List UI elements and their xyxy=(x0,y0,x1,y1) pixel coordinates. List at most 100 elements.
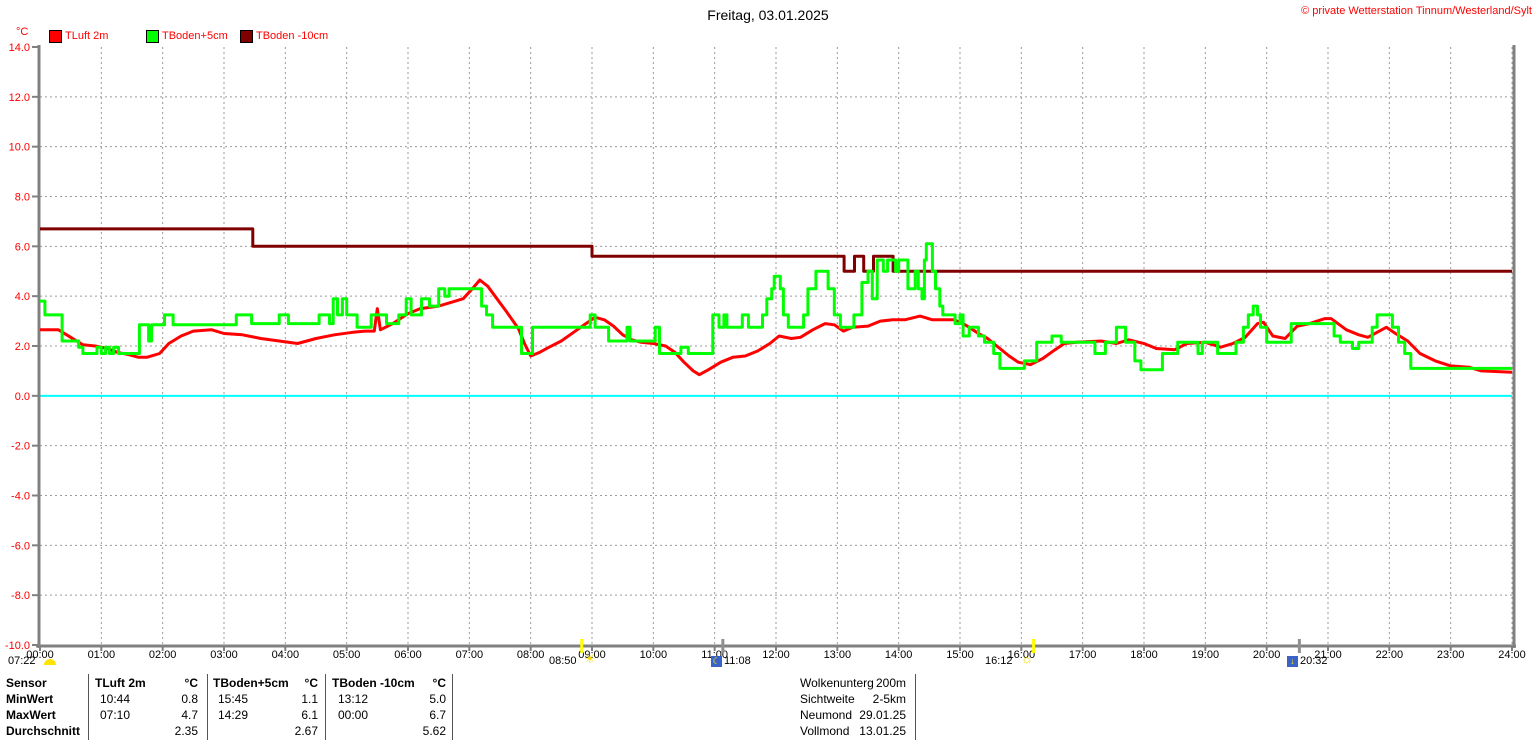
x-tick-label: 21:00 xyxy=(1314,649,1342,661)
x-tick-label: 24:00 xyxy=(1498,649,1526,661)
x-tick-label: 08:00 xyxy=(517,649,545,661)
x-tick-label: 02:00 xyxy=(149,649,177,661)
row-label-sensor: Sensor xyxy=(6,676,47,690)
row-label-minwert: MinWert xyxy=(6,692,54,706)
info-label-wolkenunterg: Wolkenunterg xyxy=(800,676,874,690)
tboden5-min: 1.1 xyxy=(301,692,318,706)
y-tick-label: -8.0 xyxy=(11,590,30,602)
page-title: Freitag, 03.01.2025 xyxy=(707,7,829,23)
tboden5-max-time: 14:29 xyxy=(218,708,249,722)
col-unit-tboden10: °C xyxy=(432,676,446,690)
y-tick-label: 2.0 xyxy=(15,341,30,353)
x-tick-label: 23:00 xyxy=(1437,649,1465,661)
y-tick-label: 8.0 xyxy=(15,192,30,204)
dawn-icon xyxy=(44,659,56,665)
table-separator xyxy=(325,674,326,740)
y-axis-unit: °C xyxy=(16,26,29,38)
series-tboden-5cm xyxy=(40,242,1512,372)
tluft-min: 0.8 xyxy=(181,692,198,706)
moonrise-time: 11:08 xyxy=(724,655,751,667)
col-unit-tboden5: °C xyxy=(304,676,318,690)
moonrise-icon: ☾ xyxy=(711,656,722,667)
x-tick-label: 22:00 xyxy=(1376,649,1404,661)
tboden5-min-time: 15:45 xyxy=(218,692,249,706)
tluft-avg: 2.35 xyxy=(174,724,198,738)
y-tick-label: 12.0 xyxy=(9,92,30,104)
x-tick-label: 19:00 xyxy=(1192,649,1220,661)
tluft-min-time: 10:44 xyxy=(100,692,131,706)
info-label-vollmond: Vollmond xyxy=(800,724,850,738)
dawn-time: 07:22 xyxy=(8,655,36,667)
tboden10-max: 6.7 xyxy=(429,708,446,722)
x-tick-label: 01:00 xyxy=(88,649,116,661)
col-unit-tluft: °C xyxy=(184,676,198,690)
tboden5-avg: 2.67 xyxy=(294,724,318,738)
x-tick-label: 18:00 xyxy=(1130,649,1158,661)
sunset-sun-icon: ☼ xyxy=(1021,651,1033,666)
moonset-icon: ↓ xyxy=(1287,656,1298,667)
table-separator xyxy=(88,674,89,740)
x-tick-label: 05:00 xyxy=(333,649,361,661)
tboden10-min: 5.0 xyxy=(429,692,446,706)
tboden5-max: 6.1 xyxy=(301,708,318,722)
y-tick-label: -4.0 xyxy=(11,491,30,503)
x-tick-label: 13:00 xyxy=(824,649,852,661)
x-tick-label: 12:00 xyxy=(762,649,790,661)
info-label-sichtweite: Sichtweite xyxy=(800,692,855,706)
sunrise-sun-icon: ☀ xyxy=(584,651,596,666)
y-tick-label: 0.0 xyxy=(15,391,30,403)
x-tick-label: 03:00 xyxy=(210,649,238,661)
x-tick-label: 09:00 xyxy=(578,649,606,661)
tboden10-avg: 5.62 xyxy=(422,724,446,738)
y-tick-label: -10.0 xyxy=(5,640,30,652)
series-tluft-2m xyxy=(40,278,1513,377)
x-tick-label: 16:00 xyxy=(1008,649,1036,661)
table-separator xyxy=(207,674,208,740)
col-header-tboden10: TBoden -10cm xyxy=(332,676,415,690)
legend-label-tluft: TLuft 2m xyxy=(65,30,109,42)
x-tick-label: 15:00 xyxy=(946,649,974,661)
legend-label-tboden10: TBoden -10cm xyxy=(256,30,329,42)
legend-swatch-tboden5-icon xyxy=(146,30,159,43)
tboden10-max-time: 00:00 xyxy=(338,708,369,722)
legend-label-tboden5: TBoden+5cm xyxy=(162,30,228,42)
y-tick-label: 14.0 xyxy=(9,42,30,54)
y-tick-label: -2.0 xyxy=(11,441,30,453)
info-value-sichtweite: 2-5km xyxy=(872,692,906,706)
legend-swatch-tluft-icon xyxy=(49,30,62,43)
legend-swatch-tboden10-icon xyxy=(240,30,253,43)
x-tick-label: 07:00 xyxy=(456,649,484,661)
tluft-max-time: 07:10 xyxy=(100,708,131,722)
info-value-vollmond: 13.01.25 xyxy=(859,724,906,738)
row-label-durchschnitt: Durchschnitt xyxy=(6,724,81,738)
y-tick-label: 10.0 xyxy=(9,142,30,154)
info-label-neumond: Neumond xyxy=(800,708,853,722)
x-tick-label: 06:00 xyxy=(394,649,422,661)
col-header-tluft: TLuft 2m xyxy=(95,676,146,690)
x-tick-label: 20:00 xyxy=(1253,649,1281,661)
table-separator xyxy=(915,674,916,740)
x-tick-label: 17:00 xyxy=(1069,649,1097,661)
table-separator xyxy=(452,674,453,740)
y-tick-label: -6.0 xyxy=(11,540,30,552)
col-header-tboden5: TBoden+5cm xyxy=(213,676,289,690)
info-value-wolkenunterg: 200m xyxy=(875,676,906,690)
x-tick-label: 14:00 xyxy=(885,649,913,661)
x-tick-label: 10:00 xyxy=(640,649,668,661)
tboden10-min-time: 13:12 xyxy=(338,692,369,706)
row-label-maxwert: MaxWert xyxy=(6,708,56,722)
series-tboden-10cm xyxy=(40,227,1512,273)
moonset-time: 20:32 xyxy=(1300,655,1328,667)
tluft-max: 4.7 xyxy=(181,708,198,722)
sunset-time: 16:12 xyxy=(985,655,1013,667)
sunrise-time: 08:50 xyxy=(549,655,577,667)
y-tick-label: 4.0 xyxy=(15,291,30,303)
y-tick-label: 6.0 xyxy=(15,241,30,253)
x-tick-label: 00:00 xyxy=(26,649,54,661)
copyright-note: © private Wetterstation Tinnum/Westerlan… xyxy=(1301,5,1532,17)
info-value-neumond: 29.01.25 xyxy=(859,708,906,722)
x-tick-label: 04:00 xyxy=(272,649,300,661)
